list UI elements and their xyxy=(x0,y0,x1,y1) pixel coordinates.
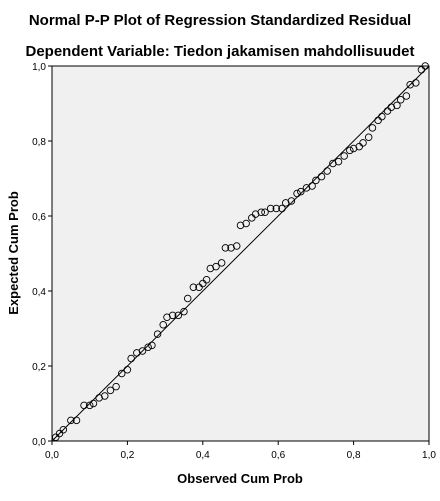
data-point xyxy=(138,347,147,355)
data-point xyxy=(417,65,426,74)
data-point xyxy=(217,259,226,267)
data-point xyxy=(159,321,167,329)
data-point xyxy=(174,311,183,320)
data-point xyxy=(340,152,348,160)
data-point xyxy=(364,133,373,141)
data-point xyxy=(396,95,405,104)
data-point xyxy=(236,221,245,230)
data-point xyxy=(334,157,343,166)
axis-ticks: 0,0 0,2 0,4 0,6 0,8 1,0 0,0 0,2 0,4 0,6 0,8 1,0 xyxy=(32,62,436,461)
data-point xyxy=(80,401,88,410)
x-tick-label: 0,2 xyxy=(120,450,134,461)
x-axis-label: Observed Cum Prob xyxy=(177,471,303,486)
data-point xyxy=(297,187,305,196)
data-point xyxy=(85,401,94,410)
data-point xyxy=(52,433,60,442)
data-point xyxy=(293,189,301,198)
data-point xyxy=(302,184,311,192)
data-point xyxy=(95,394,103,402)
data-point xyxy=(355,142,364,151)
x-tick-label: 1,0 xyxy=(422,450,436,461)
chart-subtitle: Dependent Variable: Tiedon jakamisen mah… xyxy=(25,43,415,60)
y-tick-label: 0,6 xyxy=(32,212,46,223)
data-point xyxy=(133,349,141,357)
data-point xyxy=(242,219,250,228)
data-point xyxy=(421,62,429,70)
y-axis-label: Expected Cum Prob xyxy=(6,191,21,315)
data-point xyxy=(89,399,98,408)
data-point xyxy=(387,103,396,111)
reference-line xyxy=(51,65,430,442)
y-tick-label: 1,0 xyxy=(32,62,46,73)
data-point xyxy=(346,146,354,155)
data-point xyxy=(383,107,392,115)
data-point xyxy=(127,354,135,363)
data-point xyxy=(106,386,115,395)
data-point xyxy=(412,79,420,87)
data-point xyxy=(393,101,401,110)
y-tick-label: 0,0 xyxy=(32,437,46,448)
data-point xyxy=(312,176,320,185)
data-point xyxy=(183,294,192,303)
data-point xyxy=(261,208,269,216)
data-point xyxy=(374,116,382,125)
data-point xyxy=(221,244,230,252)
data-point xyxy=(257,208,265,216)
data-point xyxy=(359,139,367,147)
x-tick-label: 0,6 xyxy=(271,450,285,461)
data-point xyxy=(212,262,220,271)
data-point xyxy=(248,214,256,222)
data-point xyxy=(199,279,207,288)
data-point xyxy=(202,276,211,284)
data-point xyxy=(287,197,296,205)
data-point xyxy=(195,283,203,292)
data-point xyxy=(278,204,286,213)
data-point xyxy=(232,242,241,250)
data-point xyxy=(189,283,198,292)
data-points xyxy=(52,62,429,442)
data-point xyxy=(168,311,177,320)
data-point xyxy=(180,307,188,316)
data-point xyxy=(117,369,126,378)
data-point xyxy=(323,167,331,175)
data-point xyxy=(163,313,171,322)
data-point xyxy=(55,429,64,438)
x-tick-label: 0,0 xyxy=(45,450,59,461)
data-point xyxy=(281,199,290,207)
data-point xyxy=(406,80,414,89)
data-point xyxy=(206,264,215,273)
data-point xyxy=(378,112,386,121)
chart-title: Normal P-P Plot of Regression Standardiz… xyxy=(28,12,412,29)
data-point xyxy=(349,144,358,153)
data-point xyxy=(153,330,162,338)
data-point xyxy=(144,343,152,352)
data-point xyxy=(329,159,337,168)
data-point xyxy=(72,416,81,425)
data-point xyxy=(251,210,260,218)
data-point xyxy=(112,382,120,391)
y-tick-label: 0,8 xyxy=(32,137,46,148)
data-point xyxy=(59,426,68,434)
y-tick-label: 0,2 xyxy=(32,362,46,373)
data-point xyxy=(308,182,316,190)
data-point xyxy=(148,341,156,350)
data-point xyxy=(101,392,109,400)
x-tick-label: 0,4 xyxy=(196,450,210,461)
data-point xyxy=(317,172,326,181)
data-point xyxy=(368,124,377,132)
data-point xyxy=(272,204,281,213)
data-point xyxy=(227,244,235,252)
data-point xyxy=(67,416,75,425)
x-tick-label: 0,8 xyxy=(347,450,361,461)
data-point xyxy=(266,204,275,213)
data-point xyxy=(402,92,411,100)
data-point xyxy=(123,366,132,374)
y-tick-label: 0,4 xyxy=(32,287,46,298)
